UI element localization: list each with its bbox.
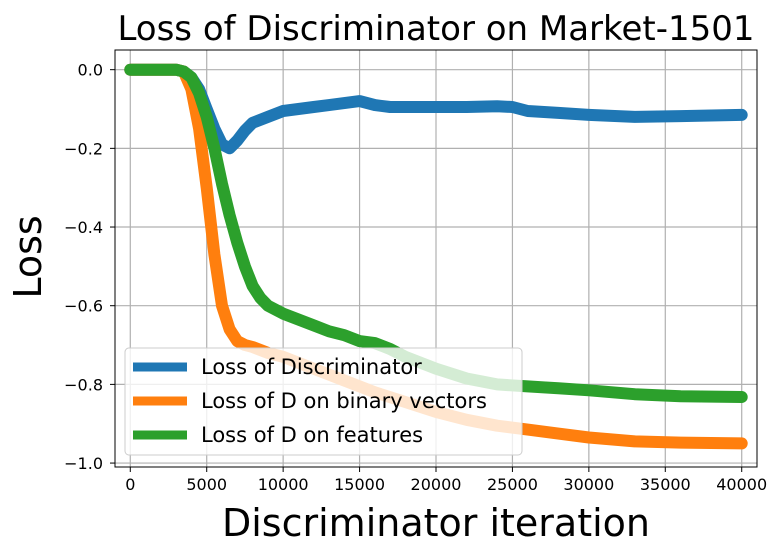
x-tick-label: 10000	[258, 475, 309, 494]
legend-box	[124, 347, 523, 456]
legend-label-2: Loss of D on binary vectors	[201, 389, 487, 413]
x-tick-label: 15000	[334, 475, 385, 494]
x-tick-label: 5000	[186, 475, 227, 494]
y-tick-label: −0.8	[64, 375, 103, 394]
y-tick-label: −1.0	[64, 454, 103, 473]
series-line-3	[124, 63, 748, 403]
legend: Loss of Discriminator Loss of D on binary…	[124, 347, 523, 456]
legend-label-3: Loss of D on features	[201, 423, 423, 447]
ticks: 0 5000 10000 15000 20000 25000 30000 35000 40000…	[64, 61, 767, 494]
y-tick-label: −0.4	[64, 218, 103, 237]
x-tick-label: 20000	[411, 475, 462, 494]
x-tick-label: 35000	[640, 475, 691, 494]
x-tick-label: 30000	[563, 475, 614, 494]
x-tick-label: 0	[125, 475, 135, 494]
chart-title: Loss of Discriminator on Market-1501	[117, 9, 754, 49]
y-axis-label: Loss	[6, 215, 50, 298]
y-tick-label: 0.0	[78, 61, 103, 80]
y-tick-label: −0.2	[64, 139, 103, 158]
legend-label-1: Loss of Discriminator	[201, 355, 422, 379]
x-tick-label: 40000	[716, 475, 767, 494]
y-tick-label: −0.6	[64, 297, 103, 316]
x-tick-label: 25000	[487, 475, 538, 494]
x-axis-label: Discriminator iteration	[222, 501, 650, 545]
